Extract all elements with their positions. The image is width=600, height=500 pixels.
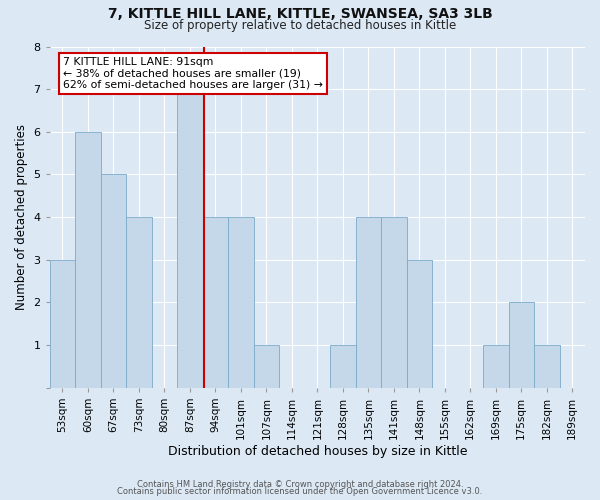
Bar	[75, 132, 101, 388]
Bar	[381, 217, 407, 388]
Text: 7 KITTLE HILL LANE: 91sqm
← 38% of detached houses are smaller (19)
62% of semi-: 7 KITTLE HILL LANE: 91sqm ← 38% of detac…	[63, 56, 323, 90]
Bar	[101, 174, 126, 388]
X-axis label: Distribution of detached houses by size in Kittle: Distribution of detached houses by size …	[167, 444, 467, 458]
Bar	[534, 345, 560, 388]
Bar	[254, 345, 279, 388]
Bar	[126, 217, 152, 388]
Text: Contains HM Land Registry data © Crown copyright and database right 2024.: Contains HM Land Registry data © Crown c…	[137, 480, 463, 489]
Bar	[330, 345, 356, 388]
Bar	[203, 217, 228, 388]
Text: 7, KITTLE HILL LANE, KITTLE, SWANSEA, SA3 3LB: 7, KITTLE HILL LANE, KITTLE, SWANSEA, SA…	[107, 8, 493, 22]
Text: Size of property relative to detached houses in Kittle: Size of property relative to detached ho…	[144, 18, 456, 32]
Bar	[177, 89, 203, 388]
Bar	[407, 260, 432, 388]
Bar	[228, 217, 254, 388]
Bar	[50, 260, 75, 388]
Bar	[509, 302, 534, 388]
Bar	[483, 345, 509, 388]
Y-axis label: Number of detached properties: Number of detached properties	[15, 124, 28, 310]
Bar	[356, 217, 381, 388]
Text: Contains public sector information licensed under the Open Government Licence v3: Contains public sector information licen…	[118, 487, 482, 496]
